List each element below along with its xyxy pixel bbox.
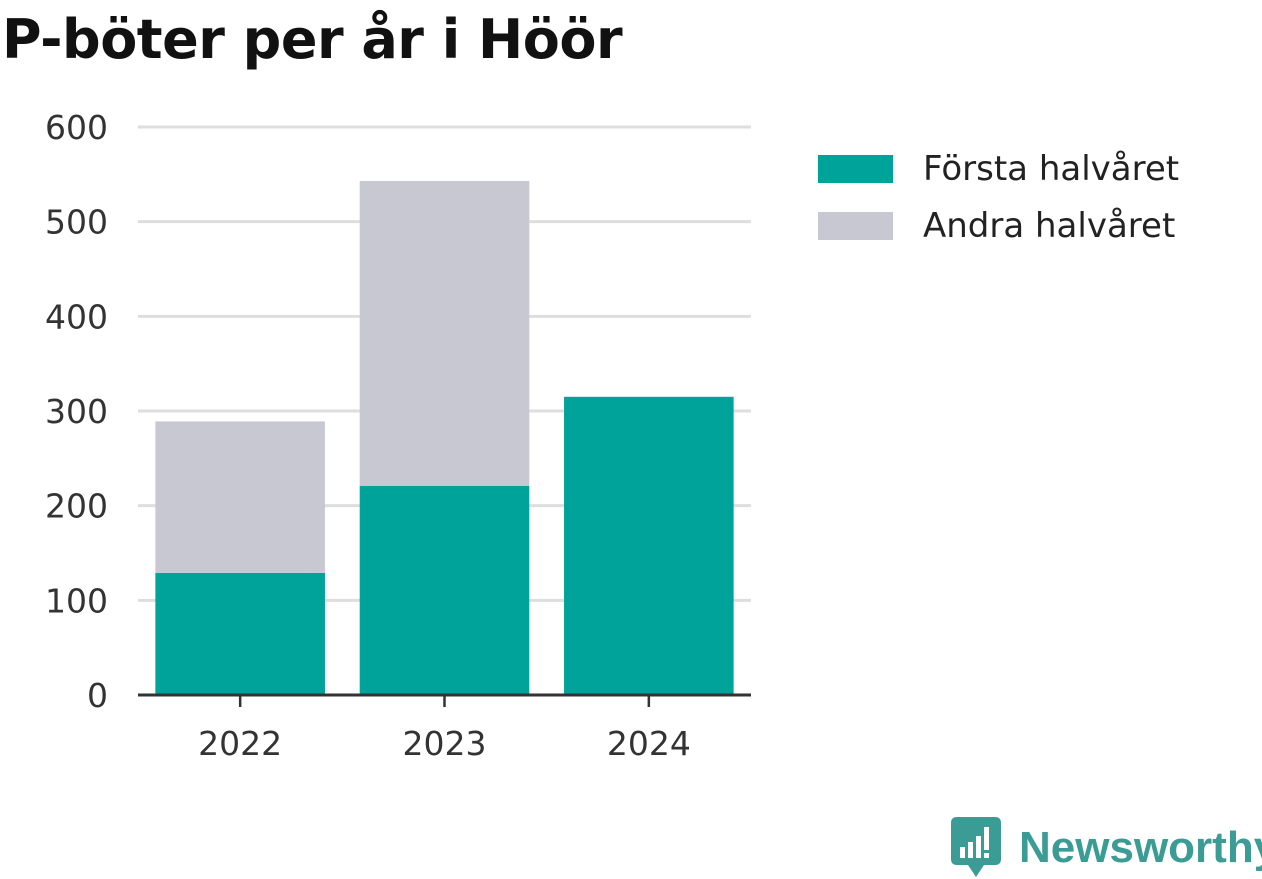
legend-label-forsta-halvaret: Första halvåret <box>923 148 1180 189</box>
newsworthy-logo-icon <box>951 817 1001 877</box>
brand-name: Newsworthy <box>1019 823 1262 872</box>
y-tick-label-300: 300 <box>45 392 108 431</box>
legend-swatch-andra-halvaret <box>818 211 893 240</box>
bars <box>155 180 734 695</box>
bar-2022-series-2 <box>155 421 325 573</box>
y-tick-label-600: 600 <box>45 108 108 147</box>
bar-2024-series-1 <box>564 396 734 695</box>
y-tick-label-0: 0 <box>87 676 108 715</box>
y-tick-label-400: 400 <box>45 297 108 336</box>
legend: Första halvåret Andra halvåret <box>818 140 1179 254</box>
stacked-bar-chart: 0 100 200 300 400 500 600 2022 2023 2024 <box>45 108 751 763</box>
axes: 0 100 200 300 400 500 600 2022 2023 2024 <box>45 108 751 763</box>
y-tick-label-100: 100 <box>45 581 108 620</box>
legend-label-andra-halvaret: Andra halvåret <box>923 205 1176 246</box>
bar-2022-series-1 <box>155 572 325 695</box>
bar-2023-series-1 <box>359 485 530 695</box>
legend-item-forsta-halvaret: Första halvåret <box>818 140 1179 197</box>
legend-swatch-forsta-halvaret <box>818 154 893 183</box>
bar-2023-series-2 <box>359 180 530 486</box>
chart-title: P-böter per år i Höör <box>2 8 623 71</box>
x-tick-label-2024: 2024 <box>607 724 691 763</box>
x-tick-label-2023: 2023 <box>403 724 487 763</box>
y-tick-label-500: 500 <box>45 203 108 242</box>
newsworthy-logo: Newsworthy <box>951 817 1262 879</box>
legend-item-andra-halvaret: Andra halvåret <box>818 197 1179 254</box>
x-tick-label-2022: 2022 <box>198 724 282 763</box>
y-tick-label-200: 200 <box>45 487 108 526</box>
